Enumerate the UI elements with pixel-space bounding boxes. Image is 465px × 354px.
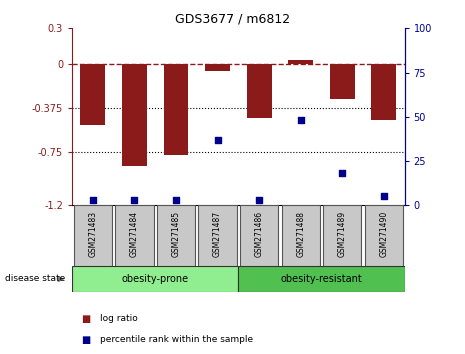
Text: GSM271486: GSM271486: [255, 211, 264, 257]
Point: [380, 194, 387, 199]
Bar: [288, 60, 313, 64]
Text: GSM271487: GSM271487: [213, 211, 222, 257]
Text: obesity-prone: obesity-prone: [122, 274, 189, 284]
Bar: [199, 205, 237, 266]
Text: log ratio: log ratio: [100, 314, 138, 323]
Bar: [281, 205, 320, 266]
Text: GSM271483: GSM271483: [88, 211, 97, 257]
Bar: [323, 205, 361, 266]
Bar: [330, 64, 355, 99]
Text: percentile rank within the sample: percentile rank within the sample: [100, 335, 253, 344]
Text: GSM271488: GSM271488: [296, 211, 305, 257]
Bar: [240, 205, 278, 266]
Point: [297, 118, 305, 123]
Point: [172, 197, 179, 203]
Text: disease state: disease state: [5, 274, 65, 284]
Point: [214, 137, 221, 143]
Bar: [157, 205, 195, 266]
Bar: [80, 64, 105, 125]
Bar: [365, 205, 403, 266]
Text: GSM271489: GSM271489: [338, 211, 347, 257]
Point: [339, 171, 346, 176]
Text: GSM271490: GSM271490: [379, 211, 388, 257]
Bar: [205, 64, 230, 71]
Point: [89, 197, 97, 203]
Bar: [239, 266, 405, 292]
Bar: [164, 64, 188, 155]
Text: ■: ■: [81, 335, 91, 345]
Bar: [372, 64, 396, 120]
Text: obesity-resistant: obesity-resistant: [280, 274, 362, 284]
Bar: [115, 205, 153, 266]
Bar: [72, 266, 239, 292]
Point: [255, 197, 263, 203]
Bar: [246, 64, 272, 118]
Text: ■: ■: [81, 314, 91, 324]
Bar: [74, 205, 112, 266]
Point: [131, 197, 138, 203]
Text: GSM271485: GSM271485: [172, 211, 180, 257]
Text: GDS3677 / m6812: GDS3677 / m6812: [175, 12, 290, 25]
Text: GSM271484: GSM271484: [130, 211, 139, 257]
Bar: [122, 64, 147, 166]
